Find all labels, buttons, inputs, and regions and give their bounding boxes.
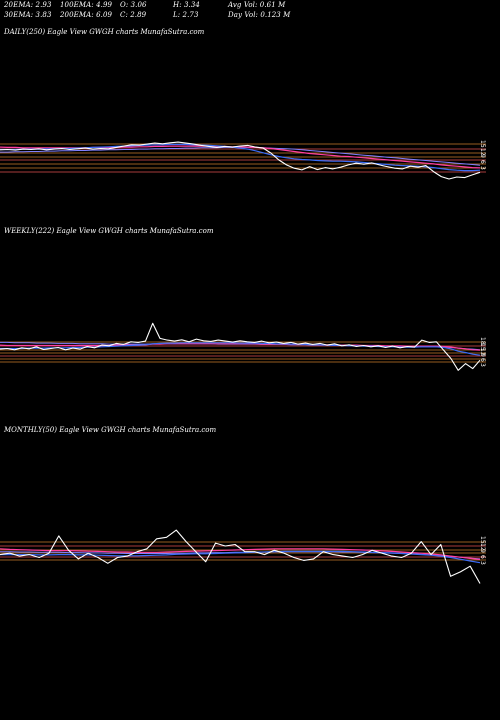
ema30-readout: 30EMA: 3.83 bbox=[4, 11, 52, 19]
y-tick-label: 6 bbox=[479, 160, 486, 164]
y-tick-label: 12 bbox=[479, 543, 486, 551]
ema-short-line bbox=[0, 550, 481, 564]
ema-mid-line bbox=[0, 343, 481, 351]
y-tick-label: 12 bbox=[479, 148, 486, 156]
ema-short-line bbox=[0, 143, 481, 172]
y-tick-label: 6 bbox=[479, 555, 486, 559]
day-vol-readout: Day Vol: 0.123 M bbox=[228, 11, 291, 19]
price-line bbox=[0, 141, 481, 180]
ema-mid-line bbox=[0, 548, 481, 561]
ema-long-line bbox=[0, 146, 481, 166]
ema20-readout: 20EMA: 2.93 bbox=[4, 1, 52, 9]
weekly-panel-title: WEEKLY(222) Eagle View GWGH charts Munaf… bbox=[4, 227, 214, 235]
y-tick-label: 6 bbox=[479, 358, 486, 362]
close-readout: C: 2.89 bbox=[120, 11, 147, 19]
price-line bbox=[0, 322, 481, 371]
y-tick-label: 9 bbox=[479, 549, 486, 553]
low-readout: L: 2.73 bbox=[173, 11, 199, 19]
ema100-readout: 100EMA: 4.99 bbox=[60, 1, 113, 9]
open-readout: O: 3.06 bbox=[120, 1, 147, 9]
y-tick-label: 12 bbox=[479, 348, 486, 356]
ema200-readout: 200EMA: 6.09 bbox=[60, 11, 113, 19]
y-tick-label: 15 bbox=[479, 343, 486, 351]
y-tick-label: 9 bbox=[479, 353, 486, 357]
y-tick-label: 3 bbox=[479, 166, 486, 170]
y-tick-label: 15 bbox=[479, 536, 486, 544]
daily-panel-title: DAILY(250) Eagle View GWGH charts Munafa… bbox=[4, 28, 205, 36]
y-tick-label: 3 bbox=[479, 561, 486, 565]
y-tick-label: 15 bbox=[479, 140, 486, 148]
high-readout: H: 3.34 bbox=[173, 1, 200, 9]
avg-vol-readout: Avg Vol: 0.61 M bbox=[228, 1, 286, 9]
price-line bbox=[0, 529, 481, 584]
ema-short-line bbox=[0, 342, 481, 356]
y-tick-label: 18 bbox=[479, 337, 486, 345]
y-tick-label: 3 bbox=[479, 363, 486, 367]
y-tick-label: 9 bbox=[479, 154, 486, 158]
monthly-panel-title: MONTHLY(50) Eagle View GWGH charts Munaf… bbox=[4, 426, 217, 434]
